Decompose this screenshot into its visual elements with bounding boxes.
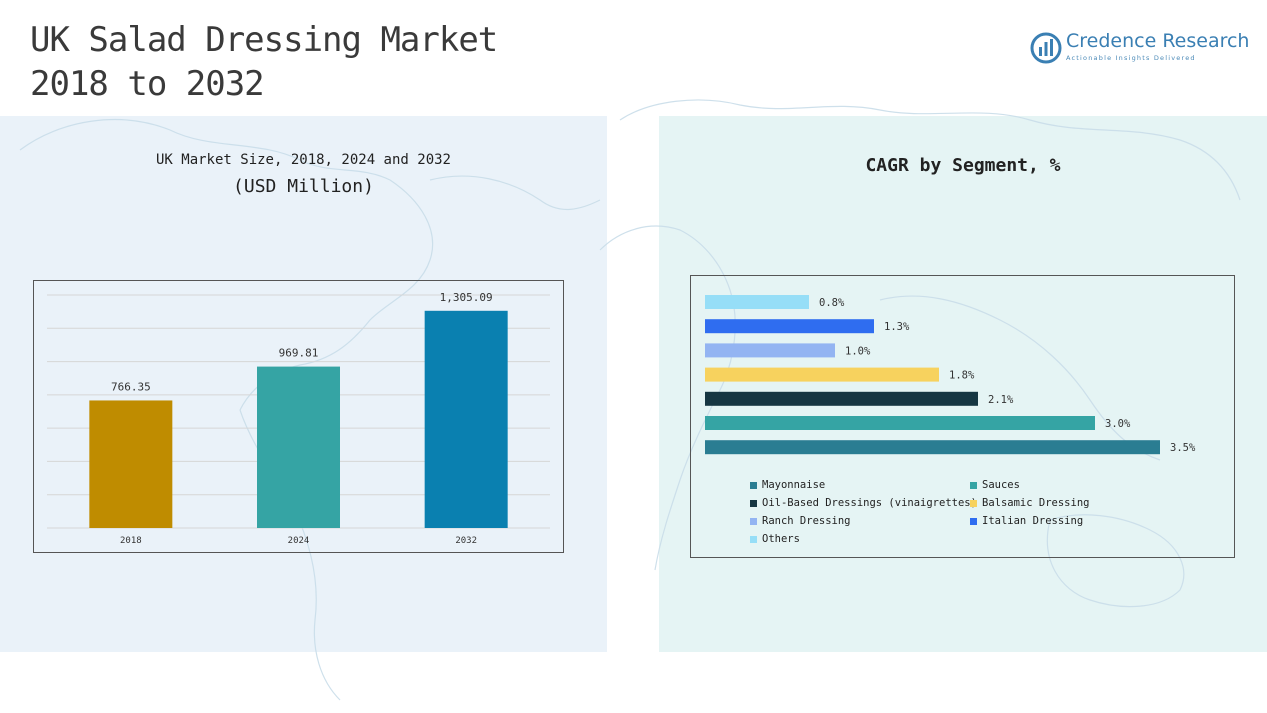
bar-value-label: 0.8% [819,297,845,309]
bar-others [705,295,809,309]
legend-item: Balsamic Dressing [970,497,1089,509]
legend-swatch [750,535,757,543]
x-tick-label: 2024 [288,536,310,546]
legend-item: Others [750,533,800,545]
bar-2032 [424,310,508,528]
x-tick-label: 2018 [120,536,142,546]
title-line-2: 2018 to 2032 [30,64,265,104]
cagr-chart-title: CAGR by Segment, % [865,155,1061,176]
bar-2018 [89,400,173,528]
bar-chart-circle-icon [1030,32,1062,64]
x-tick-label: 2032 [455,536,477,546]
bar-sauces [705,416,1095,430]
bar-value-label: 1.8% [949,370,975,382]
market-size-chart-frame [33,280,564,553]
legend-item: Italian Dressing [970,515,1083,527]
legend-label: Mayonnaise [762,479,826,491]
legend-swatch [750,481,757,489]
legend-swatch [750,517,757,525]
bar-value-label: 1,305.09 [440,291,493,304]
bar-value-label: 969.81 [279,347,319,360]
legend-label: Others [762,533,800,545]
logo-tagline: Actionable Insights Delivered [1066,54,1196,62]
legend-swatch [750,499,757,507]
bar-ranch-dressing [705,343,835,358]
bar-value-label: 766.35 [111,380,151,393]
market-size-bar-chart: 766.35 2018 969.81 2024 1,305.09 2032 [47,291,550,546]
legend-label: Oil-Based Dressings (vinaigrettes) [762,497,977,509]
bar-italian-dressing [705,319,874,334]
title-line-1: UK Salad Dressing Market [30,20,498,60]
legend-item: Sauces [970,479,1020,491]
bar-value-label: 1.3% [884,321,910,333]
bar-mayonnaise [705,440,1160,455]
page-title: UK Salad Dressing Market 2018 to 2032 [30,18,498,106]
cagr-chart-frame [690,275,1235,558]
legend-item: Ranch Dressing [750,515,851,527]
legend-label: Balsamic Dressing [982,497,1090,509]
legend-label: Sauces [982,479,1020,491]
bar-oil-based-dressings-vinaigrettes- [705,391,978,406]
bar-value-label: 2.1% [988,394,1014,406]
credence-research-logo: Credence Research Actionable Insights De… [1030,30,1249,66]
bar-value-label: 1.0% [845,345,871,357]
legend-item: Mayonnaise [750,479,825,491]
legend-label: Italian Dressing [982,515,1084,527]
legend-swatch [970,481,977,489]
legend-swatch [970,517,977,525]
legend-item: Oil-Based Dressings (vinaigrettes) [750,497,977,509]
logo-name: Credence Research [1066,30,1250,52]
legend-label: Ranch Dressing [762,515,851,527]
bar-value-label: 3.5% [1170,442,1196,454]
cagr-legend: Mayonnaise Sauces Oil-Based Dressings (vin… [750,479,1170,549]
legend-swatch [970,499,977,507]
bar-balsamic-dressing [705,367,939,382]
market-size-chart-unit: (USD Million) [233,176,374,197]
bar-2024 [257,366,340,528]
bar-value-label: 3.0% [1105,418,1131,430]
market-size-chart-title: UK Market Size, 2018, 2024 and 2032 [155,152,451,168]
cagr-bar-chart: 0.8% 1.3% 1.0% 1.8% 2.1% 3.0% 3.5% [705,295,1196,455]
